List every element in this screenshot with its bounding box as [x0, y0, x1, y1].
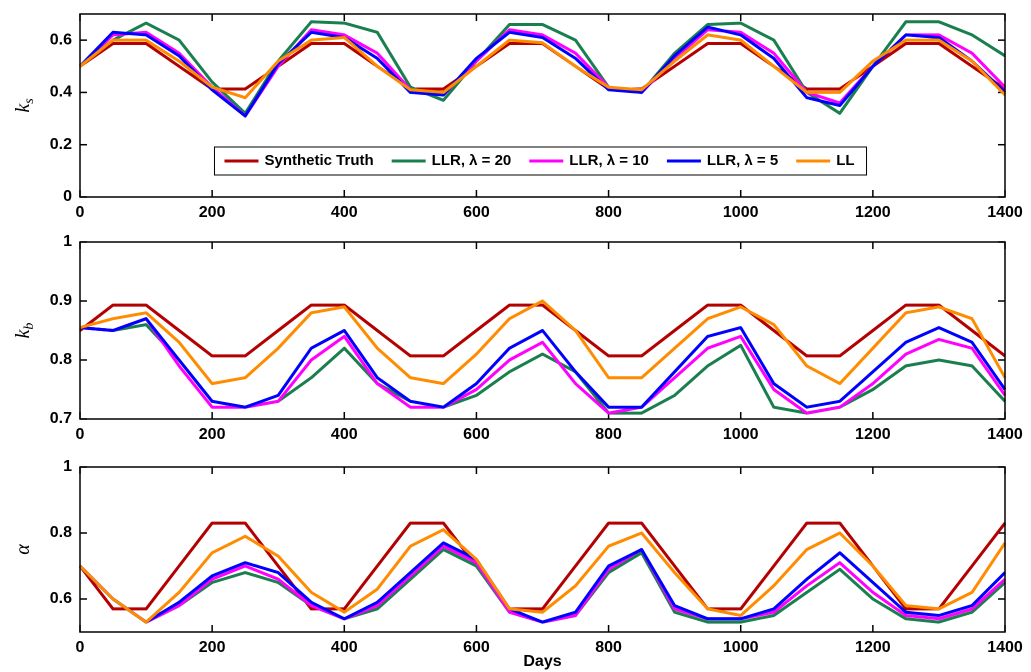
- x-tick-label: 800: [595, 639, 622, 656]
- series-line: [78, 25, 1007, 118]
- y-tick-label: 1: [63, 233, 72, 250]
- y-axis-label-sub: s: [22, 98, 37, 104]
- y-tick-label: 0.9: [50, 292, 72, 309]
- x-tick-label: 1200: [855, 204, 891, 221]
- x-tick-label: 0: [76, 426, 85, 443]
- legend-label: LLR, λ = 20: [432, 152, 512, 169]
- plot-frame: [79, 241, 1006, 420]
- x-axis-label: Days: [523, 653, 561, 670]
- y-tick-label: 0.4: [50, 84, 72, 101]
- series-line: [78, 528, 1007, 624]
- series-line: [79, 317, 1007, 409]
- x-tick-label: 1000: [723, 426, 759, 443]
- plot-frame: [79, 466, 1006, 633]
- y-axis-label-sub: b: [22, 323, 37, 330]
- x-tick-label: 800: [595, 204, 622, 221]
- x-tick-label: 400: [331, 204, 358, 221]
- y-axis-label-main: k: [12, 328, 34, 338]
- x-tick-label: 1400: [987, 639, 1023, 656]
- y-tick-label: 0.2: [50, 136, 72, 153]
- y-tick-label: 0: [63, 188, 72, 205]
- series-line: [79, 299, 1007, 386]
- y-tick-label: 0.6: [50, 590, 72, 607]
- x-tick-label: 200: [199, 204, 226, 221]
- y-tick-label: 1: [63, 458, 72, 475]
- series-line: [79, 317, 1007, 415]
- y-tick-label: 0.6: [50, 31, 72, 48]
- y-axis-label-main: α: [12, 544, 34, 555]
- y-axis-label: kb: [12, 323, 38, 339]
- x-tick-label: 600: [463, 639, 490, 656]
- x-tick-label: 200: [199, 426, 226, 443]
- x-tick-label: 600: [463, 204, 490, 221]
- subplot: 0 200 400 600 800 1000 1200 1400 0.7 0.8 0.9 1 kb: [12, 233, 1023, 443]
- y-axis-label: α: [12, 544, 34, 555]
- y-axis-label: ks: [12, 98, 38, 113]
- legend-label: LLR, λ = 10: [569, 152, 649, 169]
- series-line: [79, 20, 1006, 115]
- x-tick-label: 1200: [855, 639, 891, 656]
- subplot: 0 200 400 600 800 1000 1200 1400 0 0.2 0.4 0.6 ks: [12, 13, 1023, 221]
- x-tick-label: 1400: [987, 426, 1023, 443]
- y-tick-label: 0.7: [50, 410, 72, 427]
- series-line: [79, 33, 1007, 100]
- x-tick-label: 0: [76, 204, 85, 221]
- x-tick-label: 200: [199, 639, 226, 656]
- series-line: [78, 521, 1007, 611]
- subplot: 0 200 400 600 800 1000 1200 1400 0.6 0.8 1 α Days: [12, 458, 1023, 670]
- y-tick-label: 0.8: [50, 351, 72, 368]
- x-tick-label: 1400: [987, 204, 1023, 221]
- legend-label: Synthetic Truth: [264, 152, 373, 169]
- x-tick-label: 1000: [723, 639, 759, 656]
- x-tick-label: 0: [76, 639, 85, 656]
- x-tick-label: 600: [463, 426, 490, 443]
- x-tick-label: 1000: [723, 204, 759, 221]
- y-tick-label: 0.8: [50, 524, 72, 541]
- x-tick-label: 400: [331, 426, 358, 443]
- y-axis-label-main: k: [12, 103, 34, 113]
- x-tick-label: 800: [595, 426, 622, 443]
- x-tick-label: 1200: [855, 426, 891, 443]
- series-line: [79, 323, 1007, 415]
- series-line: [79, 303, 1006, 358]
- legend: Synthetic Truth LLR, λ = 20 LLR, λ = 10 LLR…: [213, 146, 868, 176]
- x-tick-label: 400: [331, 639, 358, 656]
- series-line: [78, 541, 1007, 624]
- legend-label: LLR, λ = 5: [707, 152, 778, 169]
- plot-frame: [79, 13, 1006, 198]
- legend-label: LL: [836, 152, 854, 169]
